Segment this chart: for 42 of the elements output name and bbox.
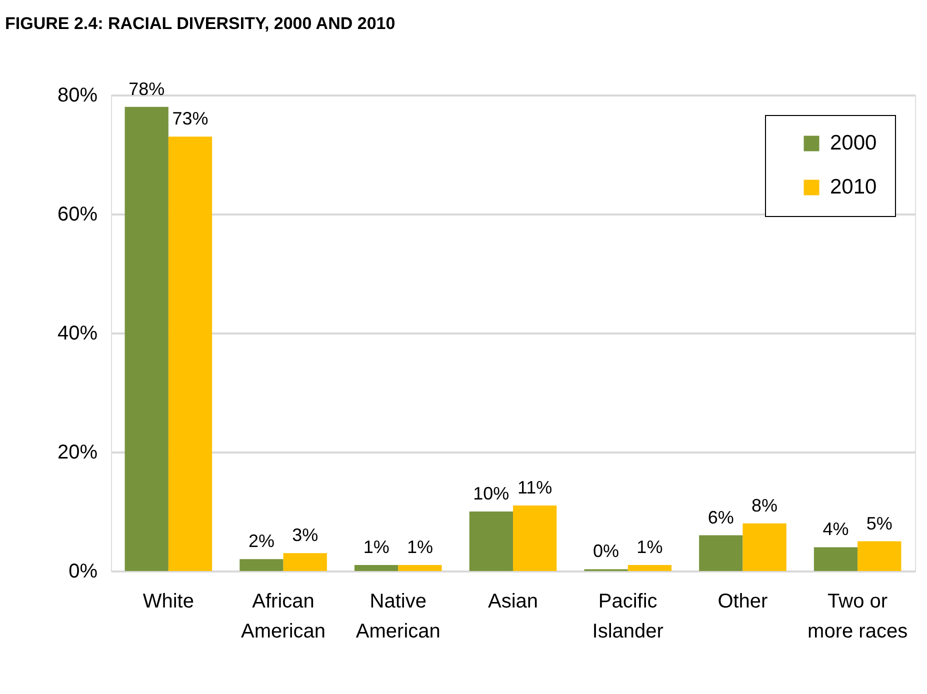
data-label: 73%	[172, 108, 208, 129]
chart-title: FIGURE 2.4: RACIAL DIVERSITY, 2000 AND 2010	[5, 14, 396, 33]
bar	[699, 535, 743, 571]
y-tick-label: 60%	[57, 204, 98, 226]
data-label: 1%	[363, 537, 390, 558]
data-label: 4%	[822, 519, 849, 540]
data-label: 1%	[636, 537, 663, 558]
bar	[168, 136, 212, 571]
x-tick-label: Other	[718, 590, 768, 612]
legend-label: 2010	[830, 176, 877, 198]
x-tick-label: Native American	[356, 590, 440, 642]
bar	[469, 512, 513, 571]
y-tick-label: 20%	[57, 442, 98, 464]
bar	[124, 106, 168, 571]
x-tick-label: African American	[241, 590, 326, 642]
x-tick-label: Asian	[488, 590, 538, 612]
bar	[628, 565, 672, 571]
data-label: 10%	[473, 484, 510, 504]
bar	[814, 547, 858, 571]
y-tick-label: 40%	[57, 322, 98, 344]
data-label: 5%	[866, 513, 892, 534]
bar	[398, 565, 442, 571]
x-tick-label: White	[142, 590, 194, 612]
y-tick-label: 0%	[68, 560, 98, 582]
bar	[283, 553, 327, 571]
data-label: 3%	[292, 525, 318, 546]
data-label: 6%	[708, 507, 734, 528]
bar	[742, 523, 786, 571]
data-label: 1%	[406, 537, 433, 558]
data-label: 8%	[752, 495, 778, 516]
data-label: 2%	[248, 531, 274, 552]
bar	[354, 565, 398, 571]
bar	[513, 506, 557, 571]
y-tick-label: 80%	[57, 84, 98, 106]
legend-label: 2000	[830, 132, 877, 154]
bar	[240, 559, 284, 571]
data-label: 11%	[517, 478, 552, 498]
x-tick-label: Two or more races	[808, 590, 908, 642]
x-tick-label: Pacific Islander	[592, 590, 664, 642]
data-label: 0%	[593, 541, 620, 562]
bar	[858, 541, 902, 571]
data-label: 78%	[128, 78, 165, 99]
